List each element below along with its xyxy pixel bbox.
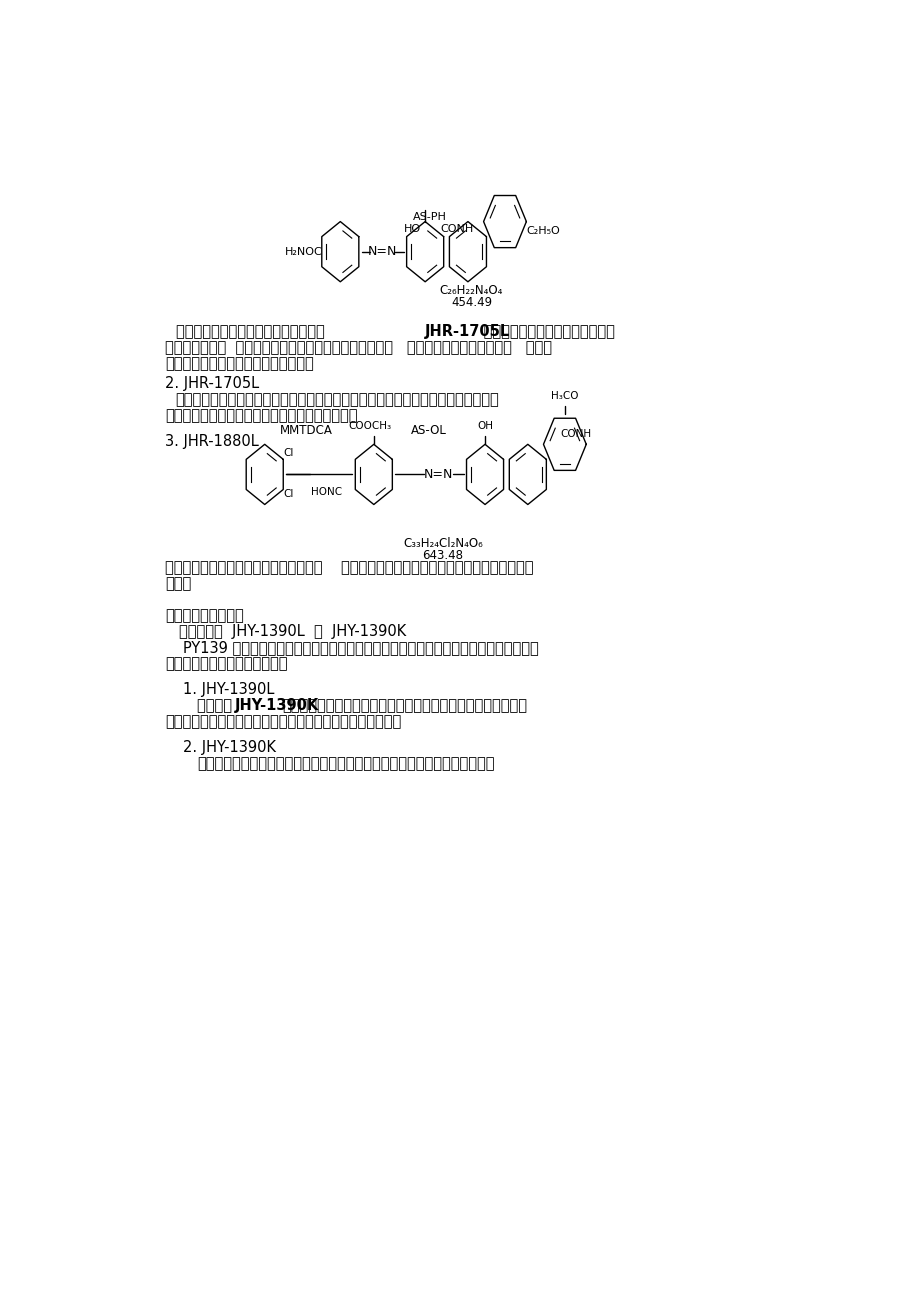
Text: 产品牌号：  JHY-1390L  和  JHY-1390K: 产品牌号： JHY-1390L 和 JHY-1390K	[179, 624, 406, 638]
Text: 是强黄光的红色颜料，耐溶剂性能很好，    耐光很好，耐候略有降低，用于各种工业涂料以及: 是强黄光的红色颜料，耐溶剂性能很好， 耐光很好，耐候略有降低，用于各种工业涂料以…	[165, 560, 533, 575]
Text: 2. JHY-1390K: 2. JHY-1390K	[183, 740, 276, 756]
Text: C₂H₅O: C₂H₅O	[526, 225, 560, 236]
Text: 具有蓝光的鲜艳红色，好的耐溶剂性，适用于各种工业涂料，与钼橙或其他可选的有: 具有蓝光的鲜艳红色，好的耐溶剂性，适用于各种工业涂料，与钼橙或其他可选的有	[176, 392, 499, 407]
Text: 2. JHR-1705L: 2. JHR-1705L	[165, 377, 259, 391]
Text: ，在涂料中的遮盖力和流动性很好，可以制作成高浓度而不影响: ，在涂料中的遮盖力和流动性很好，可以制作成高浓度而不影响	[281, 698, 527, 713]
Text: HO: HO	[403, 224, 420, 233]
Text: H₃CO: H₃CO	[550, 391, 578, 401]
Text: N=N: N=N	[368, 245, 397, 258]
Text: C₃₃H₂₄Cl₂N₄O₆: C₃₃H₂₄Cl₂N₄O₆	[403, 537, 482, 550]
Text: C₂₆H₂₂N₄O₄: C₂₆H₂₂N₄O₄	[439, 284, 503, 297]
Text: CONH: CONH	[561, 429, 591, 439]
Text: 643.48: 643.48	[422, 549, 463, 562]
Text: 光泽，适于制作高遮盖不含铅的涂料。不推荐用于碱性介质。: 光泽，适于制作高遮盖不含铅的涂料。不推荐用于碱性介质。	[165, 714, 401, 730]
Text: 用于塑料、涂料、油墨等领域。: 用于塑料、涂料、油墨等领域。	[165, 655, 287, 671]
Text: HONC: HONC	[311, 487, 342, 498]
Text: 为流动性很好，  所以可以做成高颜料含量而不损失光泽。   特别适用于高遮盖的红色，   用于无: 为流动性很好， 所以可以做成高颜料含量而不损失光泽。 特别适用于高遮盖的红色， …	[165, 340, 551, 354]
Text: 3. JHR-1880L: 3. JHR-1880L	[165, 434, 258, 450]
Text: MMTDCA: MMTDCA	[279, 423, 332, 437]
Text: COOCH₃: COOCH₃	[348, 421, 391, 431]
Text: H₂NOC: H₂NOC	[285, 246, 323, 257]
Text: 透明性高，高色力，推荐用于替代二芳基颜料和铅、铬颜料，耐热温度较高。: 透明性高，高色力，推荐用于替代二芳基颜料和铅、铬颜料，耐热温度较高。	[197, 756, 494, 771]
Text: 红光大于: 红光大于	[197, 698, 241, 713]
Text: AS-OL: AS-OL	[411, 423, 446, 437]
Text: OH: OH	[477, 421, 493, 431]
Text: JHR-1705L: JHR-1705L	[425, 324, 510, 339]
Text: 具有更好的流动性能和遮盖力，因: 具有更好的流动性能和遮盖力，因	[478, 324, 614, 339]
Text: Cl: Cl	[283, 448, 294, 459]
Text: 1. JHY-1390L: 1. JHY-1390L	[183, 681, 274, 697]
Text: JHY-1390K: JHY-1390K	[234, 698, 319, 713]
Text: PY139 为红光黄色颜料，耐光、耐候、耐热和耐溶剂性很好，对强碱的耐性稍差，可以: PY139 为红光黄色颜料，耐光、耐候、耐热和耐溶剂性很好，对强碱的耐性稍差，可…	[183, 640, 538, 655]
Text: 机橙色颜料混合，可以获得高遮盖的很纯的红色。: 机橙色颜料混合，可以获得高遮盖的很纯的红色。	[165, 408, 357, 423]
Text: 具有鲜艳的亮光红色，在涂料中相对于: 具有鲜艳的亮光红色，在涂料中相对于	[176, 324, 343, 339]
Text: Cl: Cl	[283, 490, 294, 499]
Text: AS-PH: AS-PH	[412, 211, 446, 222]
Text: ．（六）异吲哚啉类: ．（六）异吲哚啉类	[165, 607, 244, 623]
Text: 油墨。: 油墨。	[165, 576, 191, 590]
Text: CONH: CONH	[440, 224, 473, 233]
Text: 454.49: 454.49	[450, 296, 492, 309]
Text: 铅或低铅工业涂料，以及汽车修补漆。: 铅或低铅工业涂料，以及汽车修补漆。	[165, 356, 313, 371]
Text: N=N: N=N	[424, 468, 453, 481]
